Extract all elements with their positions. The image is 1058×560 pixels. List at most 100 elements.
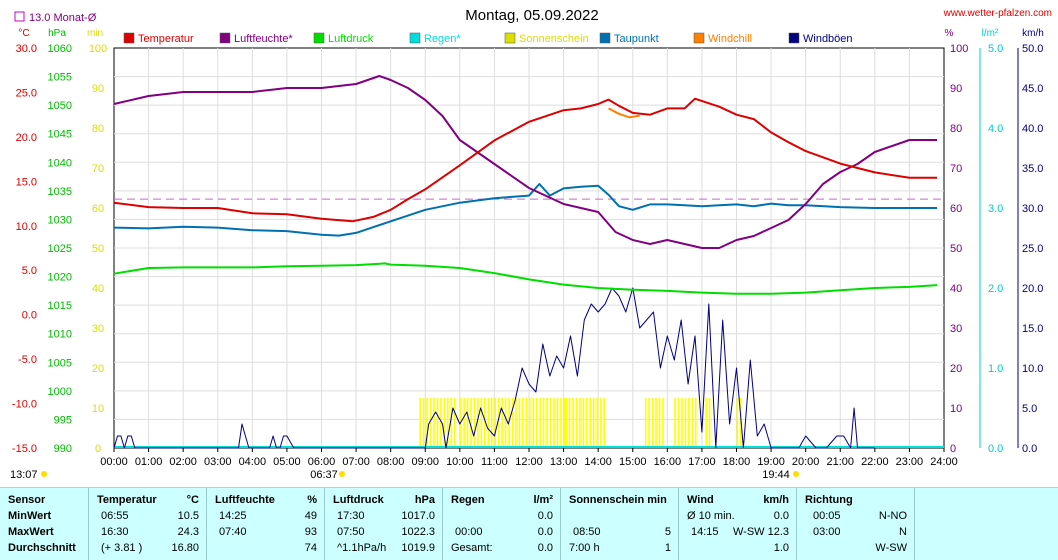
temperature-header: Temperatur	[97, 494, 157, 506]
x-tick-label: 17:00	[688, 456, 716, 468]
y-tick-sunshine_min: 0	[95, 443, 101, 455]
y-tick-rain: 0.0	[988, 443, 1003, 455]
sunshine-bar	[463, 398, 465, 448]
x-tick-label: 06:00	[308, 456, 336, 468]
y-tick-rain: 2.0	[988, 283, 1003, 295]
y-tick-sunshine_min: 100	[89, 43, 107, 55]
y-tick-pressure: 1050	[48, 100, 72, 112]
y-tick-rain: 3.0	[988, 203, 1003, 215]
legend-label: Sonnenschein	[519, 33, 589, 45]
x-tick-label: 01:00	[135, 456, 163, 468]
right-unit-label: km/h	[1022, 28, 1044, 39]
stats-panel: Sensor MinWert MaxWert Durchschnitt Temp…	[0, 487, 1058, 560]
y-tick-wind_kmh: 45.0	[1022, 83, 1043, 95]
legend-label: Luftdruck	[328, 33, 374, 45]
y-tick-wind_kmh: 20.0	[1022, 283, 1043, 295]
stat-time: ^1.1hPa/h	[337, 542, 387, 554]
y-tick-temperature: 5.0	[22, 265, 37, 277]
left-unit-label: °C	[18, 28, 29, 39]
y-tick-pressure: 995	[54, 414, 72, 426]
x-axis: 00:00 01:00 02:00 03:00 04:00 05:00 06:00 07:00…	[100, 448, 958, 468]
sunshine-bar	[651, 398, 654, 448]
x-tick-label: 19:00	[757, 456, 785, 468]
sunshine-bar	[450, 398, 453, 448]
y-tick-temperature: -5.0	[18, 354, 37, 366]
right-unit-label: %	[945, 28, 954, 39]
y-tick-wind_kmh: 15.0	[1022, 323, 1043, 335]
y-tick-humidity_pct: 10	[950, 403, 962, 415]
y-tick-temperature: 20.0	[16, 132, 37, 144]
sunshine-bar	[644, 398, 647, 448]
sun-time-label: 13:07	[10, 469, 38, 481]
y-tick-pressure: 1000	[48, 386, 72, 398]
x-tick-label: 15:00	[619, 456, 647, 468]
sunshine-bar	[677, 398, 680, 448]
sunshine-bar	[532, 398, 535, 448]
stat-time: 07:50	[337, 526, 365, 538]
y-tick-pressure: 1005	[48, 357, 72, 369]
y-tick-sunshine_min: 30	[92, 323, 104, 335]
sunshine-bar	[681, 398, 683, 448]
stat-time: 06:55	[101, 510, 129, 522]
y-tick-sunshine_min: 90	[92, 83, 104, 95]
sunshine-bar	[480, 398, 483, 448]
series-line-windb-en	[113, 287, 875, 449]
sunshine-bar	[586, 398, 588, 448]
y-tick-rain: 4.0	[988, 123, 1003, 135]
sunshine-bar	[497, 398, 500, 448]
series-layer	[113, 75, 944, 449]
stats-row-label: MaxWert	[8, 526, 54, 538]
y-tick-humidity_pct: 20	[950, 363, 962, 375]
x-tick-label: 21:00	[826, 456, 854, 468]
x-tick-label: 20:00	[792, 456, 820, 468]
y-tick-wind_kmh: 10.0	[1022, 363, 1043, 375]
y-tick-wind_kmh: 30.0	[1022, 203, 1043, 215]
x-tick-label: 08:00	[377, 456, 405, 468]
stat-time: Ø 10 min.	[687, 510, 735, 522]
y-tick-rain: 1.0	[988, 363, 1003, 375]
stat-value: 74	[304, 542, 317, 554]
sunshine-bar	[443, 398, 446, 448]
x-tick-label: 13:00	[550, 456, 578, 468]
sunrise-label: 06:37	[310, 469, 338, 481]
stats-direction: Richtung 00:05 N-NO 03:00 N W-SW	[796, 488, 915, 560]
stat-value: 93	[304, 526, 317, 538]
y-tick-sunshine_min: 70	[92, 163, 104, 175]
y-tick-wind_kmh: 5.0	[1022, 403, 1037, 415]
x-tick-label: 18:00	[723, 456, 751, 468]
y-tick-humidity_pct: 90	[950, 83, 962, 95]
y-tick-pressure: 1040	[48, 157, 72, 169]
legend-swatch	[788, 32, 800, 44]
x-tick-label: 22:00	[861, 456, 889, 468]
stats-wind: Wind km/h Ø 10 min. 0.0 14:15 W-SW 12.3 1.0	[678, 488, 797, 560]
y-tick-wind_kmh: 35.0	[1022, 163, 1043, 175]
y-tick-pressure: 1030	[48, 214, 72, 226]
stats-row-label: MinWert	[8, 510, 52, 522]
x-tick-label: 14:00	[584, 456, 612, 468]
monthly-avg-icon	[14, 11, 25, 22]
sun-time-icon	[41, 471, 47, 477]
legend-swatch	[219, 32, 231, 44]
y-tick-pressure: 1060	[48, 43, 72, 55]
stat-value: W-SW 12.3	[732, 526, 789, 538]
sunshine-bar	[705, 398, 707, 448]
rain-unit: l/m²	[533, 494, 553, 506]
x-tick-label: 02:00	[169, 456, 197, 468]
sunshine-bar	[466, 398, 469, 448]
sunset-label: 19:44	[762, 469, 790, 481]
monthly-avg-label: 13.0 Monat-Ø	[29, 12, 97, 24]
y-tick-humidity_pct: 30	[950, 323, 962, 335]
series-line-luftdruck	[113, 262, 938, 295]
stat-value: 1022.3	[401, 526, 435, 538]
legend: Temperatur Luftfeuchte* Luftdruck Regen* Son…	[123, 32, 853, 45]
y-tick-wind_kmh: 40.0	[1022, 123, 1043, 135]
y-tick-wind_kmh: 0.0	[1022, 443, 1037, 455]
stat-value: 0.0	[537, 542, 553, 554]
x-tick-label: 00:00	[100, 456, 128, 468]
stat-value: 16.80	[171, 542, 199, 554]
sunshine-bar	[477, 398, 479, 448]
sunshine-bar	[568, 398, 571, 448]
pressure-header: Luftdruck	[333, 494, 384, 506]
weather-chart: Montag, 05.09.2022 www.wetter-pfalzen.co…	[10, 7, 1052, 481]
y-tick-pressure: 1025	[48, 243, 72, 255]
